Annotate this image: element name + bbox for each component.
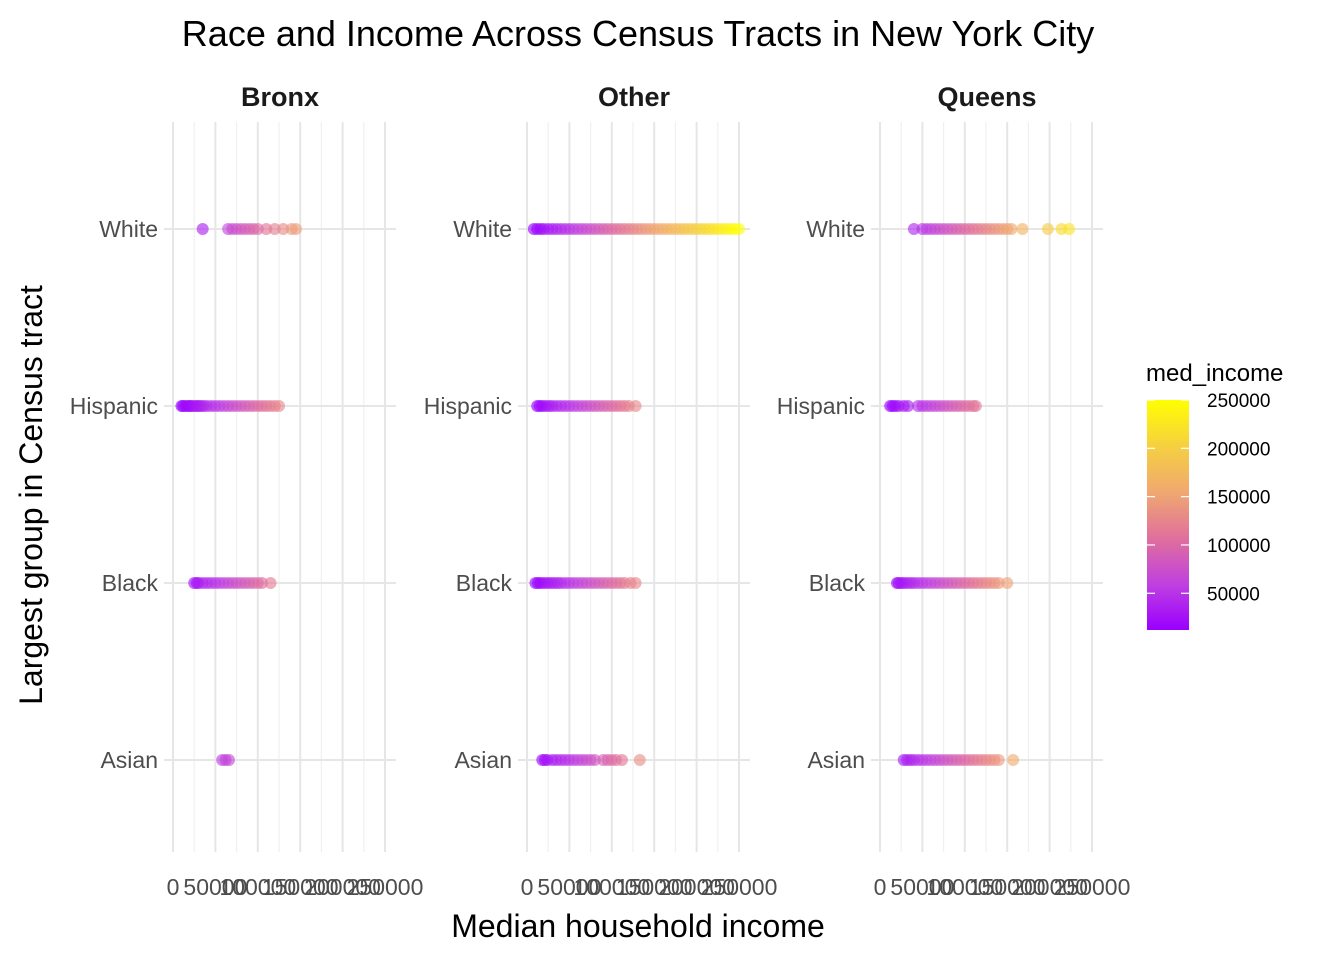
data-point	[196, 223, 209, 235]
data-point	[273, 400, 285, 412]
data-point	[629, 400, 642, 412]
x-tick-label: 250000	[347, 874, 424, 900]
chart-title: Race and Income Across Census Tracts in …	[182, 13, 1094, 54]
y-tick-label: Hispanic	[777, 393, 865, 419]
y-tick-label: Hispanic	[424, 393, 512, 419]
y-tick-label: Black	[456, 570, 513, 596]
data-point	[264, 577, 277, 589]
data-point	[268, 223, 281, 235]
colorbar-tick-label: 250000	[1207, 391, 1270, 412]
colorbar-tick-label: 50000	[1207, 584, 1260, 605]
data-point	[222, 754, 235, 766]
y-tick-label: White	[453, 216, 512, 242]
x-tick-label: 250000	[701, 874, 778, 900]
data-point	[1001, 577, 1014, 589]
data-point	[1007, 754, 1020, 766]
data-point	[1063, 223, 1076, 235]
facet-label: Queens	[937, 82, 1036, 112]
data-point	[969, 400, 982, 412]
x-tick-label: 0	[874, 874, 887, 900]
data-point	[733, 223, 745, 235]
data-point	[629, 577, 642, 589]
colorbar-ticks: 50000 100000 150000 200000 250000	[1147, 391, 1270, 605]
x-tick-label: 50000	[537, 874, 601, 900]
x-tick-label: 200000	[1011, 874, 1088, 900]
y-axis-title: Largest group in Census tract	[13, 285, 49, 705]
y-tick-label: White	[99, 216, 158, 242]
facet-label: Other	[598, 82, 671, 112]
x-tick-label: 50000	[183, 874, 247, 900]
facet-label: Bronx	[241, 82, 319, 112]
data-point	[992, 577, 1005, 589]
x-tick-label: 100000	[573, 874, 650, 900]
legend-title: med_income	[1146, 360, 1283, 387]
data-point	[251, 223, 264, 235]
data-point	[1016, 223, 1029, 235]
colorbar-tick-label: 150000	[1207, 488, 1270, 509]
y-tick-label: Asian	[807, 747, 865, 773]
x-tick-label: 100000	[926, 874, 1003, 900]
x-tick-label: 100000	[219, 874, 296, 900]
data-point	[907, 223, 920, 235]
data-point	[1041, 223, 1054, 235]
data-point	[992, 754, 1005, 766]
x-tick-label: 250000	[1054, 874, 1131, 900]
data-point	[588, 754, 601, 766]
data-point	[633, 754, 646, 766]
x-axis-title: Median household income	[451, 908, 825, 944]
color-legend: med_income 50000 100000 150000 200000 250000	[1146, 360, 1283, 630]
y-tick-label: Black	[809, 570, 866, 596]
data-point	[289, 223, 302, 235]
panel-bronx: Bronx Asian Black Hispanic White 0 50000100000…	[70, 82, 424, 900]
data-point	[615, 754, 628, 766]
x-tick-label: 150000	[969, 874, 1046, 900]
y-tick-label: Hispanic	[70, 393, 158, 419]
y-tick-label: Asian	[100, 747, 158, 773]
colorbar-tick-label: 200000	[1207, 439, 1270, 460]
x-tick-label: 150000	[616, 874, 693, 900]
x-tick-label: 50000	[890, 874, 954, 900]
data-point	[277, 223, 290, 235]
y-tick-label: White	[806, 216, 865, 242]
x-tick-label: 0	[167, 874, 180, 900]
y-tick-label: Asian	[454, 747, 512, 773]
data-point	[1005, 223, 1018, 235]
x-tick-label: 200000	[304, 874, 381, 900]
data-point	[260, 223, 273, 235]
x-tick-label: 0	[521, 874, 534, 900]
y-tick-label: Black	[102, 570, 159, 596]
x-tick-label: 150000	[262, 874, 339, 900]
data-point	[901, 400, 914, 412]
colorbar-tick-label: 100000	[1207, 536, 1270, 557]
data-point	[256, 577, 269, 589]
x-tick-label: 200000	[658, 874, 735, 900]
panel-other: Other Asian Black Hispanic White 0 50000100000…	[424, 82, 778, 900]
panel-queens: Queens Asian Black Hispanic White 0 5000010000…	[777, 82, 1131, 900]
colorbar	[1147, 400, 1189, 630]
